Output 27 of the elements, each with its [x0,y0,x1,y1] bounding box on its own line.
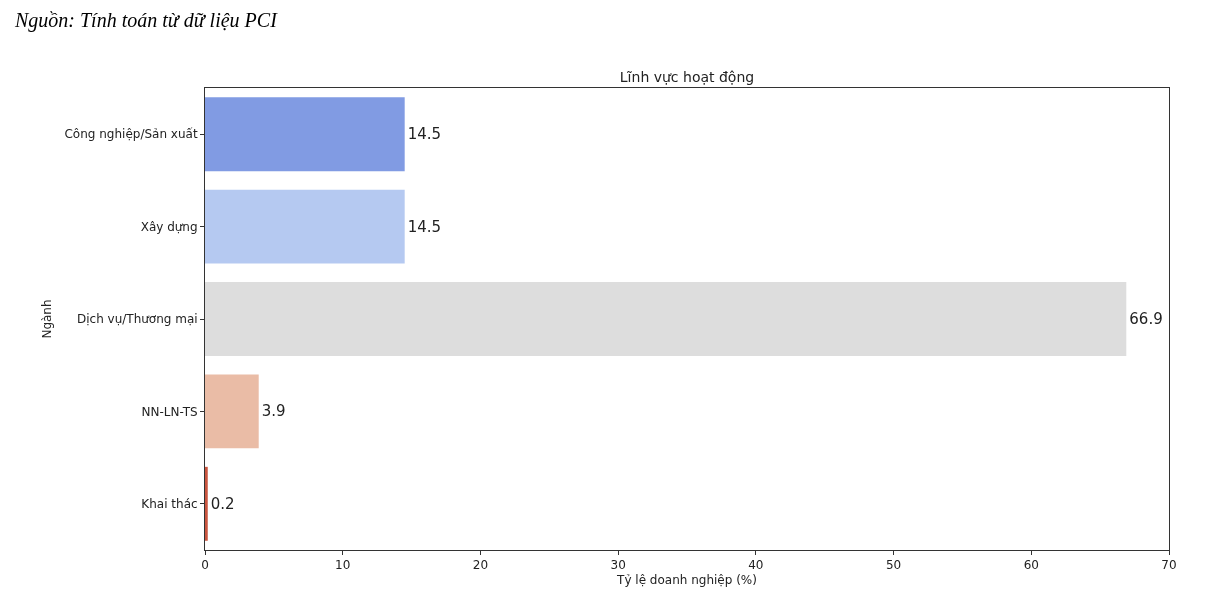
x-tick-label: 10 [335,558,351,573]
text: Nguồn: Tính toán từ dữ liệu PCI [14,9,279,32]
data-label: 14.5 [407,125,442,144]
data-label: 0.2 [210,494,235,513]
x-tick-label: 20 [472,558,489,573]
data-label: 66.9 [1129,310,1163,328]
x-tick-label: 50 [885,558,902,573]
x-tick-label: 30 [610,558,626,573]
chart-title: Lĩnh vực hoạt động [619,69,755,85]
bar [205,97,405,172]
data-label: 14.5 [407,217,442,236]
y-tick-label: NN-LN-TS [141,404,198,419]
y-tick-label: Khai thác [141,497,198,511]
x-axis-title: Tỷ lệ doanh nghiệp (%) [616,573,757,588]
y-tick-label: Xây dựng [140,219,198,234]
bar [205,189,405,264]
bar [205,466,208,541]
bar [205,282,1127,356]
y-axis-title: Ngành [39,299,54,339]
y-tick-label: Công nghiệp/Sản xuất [64,127,198,142]
x-tick-label: 0 [201,558,209,573]
x-tick-label: 70 [1161,558,1177,573]
x-tick-label: 60 [1023,558,1039,573]
x-tick-label: 40 [748,558,764,573]
data-label: 3.9 [261,402,286,421]
bar [205,374,259,449]
y-tick-label: Dịch vụ/Thương mại [76,312,198,327]
